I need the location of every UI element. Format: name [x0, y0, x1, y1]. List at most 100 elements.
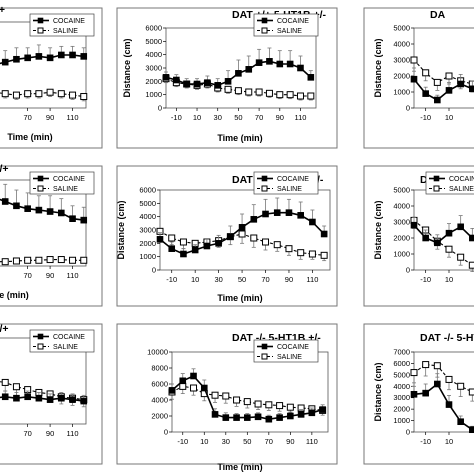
cocaine-point — [1, 58, 9, 66]
y-tick-label: 0 — [406, 428, 410, 437]
cocaine-point — [179, 377, 187, 385]
legend: COCAINE SALINE — [253, 339, 319, 363]
cocaine-point — [286, 60, 294, 68]
saline-point — [1, 90, 9, 98]
legend-entry: SALINE — [53, 28, 78, 35]
x-axis-label: e (min) — [0, 290, 29, 300]
y-tick-label: 6000 — [151, 380, 168, 389]
y-tick-label: 5000 — [393, 186, 410, 195]
cocaine-point — [24, 205, 31, 212]
saline-point — [234, 87, 242, 95]
y-tick-label: 2000 — [145, 77, 162, 86]
cocaine-point — [266, 58, 273, 65]
x-tick-label: 110 — [67, 271, 79, 280]
cocaine-point — [215, 240, 222, 247]
x-tick-label: 90 — [286, 437, 294, 446]
saline-point — [168, 234, 176, 242]
x-tick-label: 10 — [193, 113, 201, 122]
saline-point — [12, 91, 20, 99]
saline-point — [190, 384, 198, 392]
cocaine-point — [422, 389, 429, 397]
y-tick-label: 0 — [406, 104, 410, 113]
saline-point — [433, 362, 441, 370]
chart-panel-8: DAT -/- 5-HT1B +/-0200040006000800010000… — [116, 323, 338, 472]
cocaine-point — [156, 236, 164, 243]
cocaine-point — [262, 210, 269, 218]
cocaine-point — [180, 250, 187, 258]
cocaine-point — [254, 413, 262, 421]
panel-title: /+ — [0, 4, 5, 16]
chart-panel-7: -/+ 70 90 110 COCAINE SALINE — [0, 323, 103, 465]
cocaine-point — [250, 216, 258, 223]
saline-point — [276, 91, 284, 99]
panel-frame — [0, 7, 103, 149]
y-tick-label: 0 — [164, 428, 168, 437]
cocaine-point — [35, 53, 43, 60]
cocaine-point — [35, 206, 43, 214]
saline-point — [46, 88, 54, 96]
y-tick-label: 4000 — [145, 50, 162, 59]
y-tick-label: 1000 — [393, 88, 410, 97]
x-tick-label: 10 — [445, 437, 453, 446]
y-tick-label: 4000 — [393, 382, 410, 391]
saline-point — [245, 88, 253, 96]
saline-point — [179, 382, 187, 390]
chart-panel-2: DAT +/+ 5-HT1B +/-0100020003000400050006… — [116, 7, 338, 149]
legend: COCAINE SALINE — [29, 329, 95, 353]
legend-swatch-marker — [261, 17, 268, 24]
cocaine-point — [285, 209, 293, 216]
x-tick-label: 90 — [285, 275, 293, 284]
cocaine-point — [204, 79, 211, 86]
x-tick-label: 50 — [243, 437, 251, 446]
cocaine-point — [24, 393, 31, 401]
x-axis-label: Time (min) — [217, 462, 262, 472]
saline-point — [57, 256, 65, 264]
saline-point — [254, 400, 262, 408]
chart-panel-1: /+ 70 90 110 Time (min) COCAINE SALINE — [0, 4, 103, 149]
legend-swatch-marker — [37, 343, 44, 350]
legend: COCAINE SALINE — [425, 171, 474, 195]
y-axis-label: Distance (cm) — [116, 200, 126, 259]
cocaine-point — [434, 239, 441, 247]
cocaine-point — [307, 74, 315, 81]
cocaine-point — [445, 87, 453, 94]
saline-point — [265, 89, 273, 97]
saline-point — [296, 92, 304, 100]
cocaine-point — [238, 224, 246, 231]
plot-data — [0, 183, 88, 266]
y-tick-label: 5000 — [393, 370, 410, 379]
cocaine-point — [410, 390, 418, 398]
plot-data — [168, 368, 327, 423]
legend: COCAINE SALINE — [253, 171, 319, 195]
saline-point — [410, 369, 418, 377]
legend: COCAINE SALINE — [253, 13, 319, 37]
cocaine-point — [80, 53, 88, 60]
panel-frame — [363, 323, 474, 465]
x-tick-label: 50 — [234, 113, 242, 122]
y-axis-label: Distance (cm) — [373, 38, 383, 97]
cocaine-point — [309, 218, 316, 226]
legend-swatch-marker — [261, 343, 268, 350]
plot-data — [410, 361, 474, 434]
chart-panel-6: DAT +/- 5-HT010002000300040005000-1010Di… — [363, 165, 474, 307]
panel-frame — [116, 323, 338, 465]
y-tick-label: 3000 — [393, 393, 410, 402]
legend-entry: SALINE — [53, 344, 78, 351]
saline-point — [285, 245, 293, 253]
y-tick-label: 0 — [152, 266, 156, 275]
y-tick-label: 7000 — [393, 348, 410, 357]
x-tick-label: 70 — [265, 437, 273, 446]
legend-entry: SALINE — [277, 28, 302, 35]
cocaine-point — [244, 414, 251, 421]
saline-point — [224, 85, 232, 93]
panel-frame — [363, 7, 474, 149]
plot-data — [410, 56, 474, 104]
cocaine-point — [24, 54, 31, 62]
y-tick-label: 2000 — [139, 239, 156, 248]
cocaine-point — [80, 216, 88, 224]
x-tick-label: 30 — [222, 437, 230, 446]
cocaine-point — [469, 234, 474, 242]
x-tick-label: 110 — [306, 437, 318, 446]
cocaine-point — [69, 215, 76, 222]
x-tick-label: -10 — [420, 275, 431, 284]
